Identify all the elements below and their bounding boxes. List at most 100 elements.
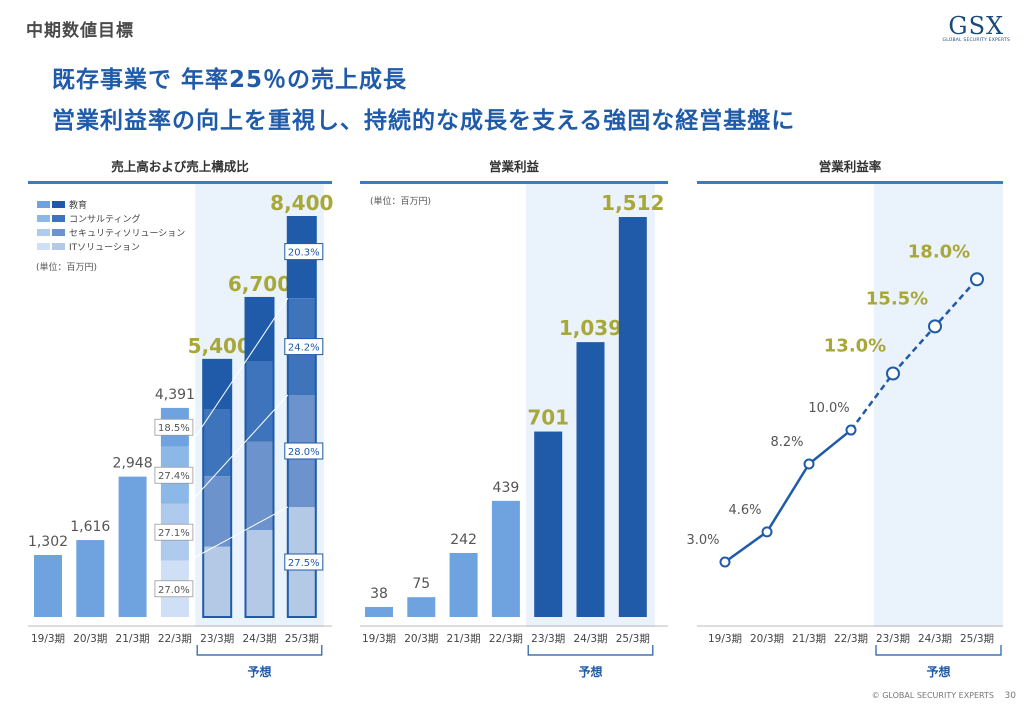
bar-segment: [245, 361, 274, 442]
composition-label: 24.2%: [288, 343, 320, 354]
line-point: [803, 458, 815, 470]
x-tick-label: 19/3期: [708, 633, 742, 645]
chart-header-rule: [697, 181, 1003, 184]
chart-title: 営業利益: [489, 159, 540, 174]
composition-label-box: [154, 418, 194, 436]
composition-label-box: [154, 523, 194, 541]
bar-segment: [245, 441, 274, 531]
x-tick-label: 23/3期: [531, 633, 565, 645]
bar: [34, 555, 62, 617]
bar-segment: [203, 546, 232, 617]
bar: [491, 500, 520, 617]
x-tick-label: 25/3期: [960, 633, 994, 645]
unit-label: (単位：百万円): [36, 261, 97, 273]
x-tick-label: 25/3期: [285, 633, 319, 645]
line-point: [761, 526, 773, 538]
bar-value-label: 5,400: [188, 334, 251, 358]
bar-segment: [203, 359, 232, 410]
bar-outline: [286, 216, 317, 618]
line-point: [719, 556, 731, 568]
composition-label-box: [154, 580, 194, 598]
composition-connector: [188, 297, 289, 447]
x-tick-label: 22/3期: [489, 633, 523, 645]
bar-segment: [245, 530, 274, 617]
bar-segment: [203, 409, 232, 477]
legend-swatch: [37, 229, 50, 236]
bar: [534, 431, 563, 617]
composition-label-box: [154, 466, 194, 484]
forecast-region: [874, 184, 1003, 627]
composition-label: 18.5%: [158, 423, 190, 434]
legend-label: コンサルティング: [69, 213, 140, 225]
x-tick-label: 19/3期: [362, 633, 396, 645]
page-number: 30: [1004, 691, 1016, 701]
forecast-label: 予想: [926, 664, 950, 679]
x-tick-label: 20/3期: [404, 633, 438, 645]
composition-label: 20.3%: [288, 248, 320, 259]
x-tick-label: 21/3期: [116, 633, 150, 645]
bar-value-label: 242: [450, 532, 477, 548]
x-tick-label: 22/3期: [834, 633, 868, 645]
line-point: [886, 366, 900, 381]
composition-label-box: [284, 243, 324, 261]
x-tick-label: 23/3期: [200, 633, 234, 645]
point-value-label: 13.0%: [824, 336, 886, 357]
composition-label: 27.1%: [158, 528, 190, 539]
point-value-label: 10.0%: [808, 401, 849, 416]
bar: [118, 476, 147, 617]
bar-value-label: 1,039: [559, 316, 622, 340]
legend-swatch: [52, 243, 65, 250]
legend-label: ITソリューション: [69, 243, 140, 253]
line-point: [928, 319, 942, 334]
logo-text: GSX: [948, 12, 1005, 40]
bar: [618, 217, 647, 617]
bar-value-label: 1,302: [28, 534, 68, 550]
x-tick-label: 24/3期: [918, 633, 952, 645]
forecast-label: 予想: [578, 664, 602, 679]
legend-swatch: [52, 201, 65, 208]
chart-header-rule: [28, 181, 332, 184]
line-series-forecast: [849, 278, 978, 431]
line-point: [845, 424, 857, 436]
headline-margin: 営業利益率の向上を重視し、持続的な成長を支える強固な経営基盤に: [52, 108, 796, 134]
x-tick-label: 20/3期: [73, 633, 107, 645]
bar: [449, 552, 478, 617]
composition-label: 27.5%: [288, 558, 320, 569]
composition-label: 28.0%: [288, 447, 320, 458]
bar: [576, 342, 605, 617]
chart-header-rule: [360, 181, 668, 184]
unit-label: (単位：百万円): [370, 195, 431, 207]
bar: [365, 606, 393, 617]
composition-label: 27.0%: [158, 585, 190, 596]
bar-value-label: 38: [370, 586, 388, 602]
composition-label-box: [284, 338, 324, 356]
bar-value-label: 439: [493, 480, 520, 496]
forecast-bracket: [875, 645, 1002, 656]
bar-outline: [244, 296, 275, 618]
composition-connector: [188, 506, 289, 561]
composition-label-box: [284, 553, 324, 571]
logo-subtext: GLOBAL SECURITY EXPERTS: [942, 38, 1010, 43]
bar-value-label: 75: [412, 576, 430, 592]
chart-title: 売上高および売上構成比: [111, 159, 249, 174]
line-series-actual: [724, 429, 852, 564]
point-value-label: 3.0%: [686, 533, 719, 548]
bar: [407, 597, 436, 617]
x-tick-label: 22/3期: [158, 633, 192, 645]
footer: © GLOBAL SECURITY EXPERTS 30: [872, 691, 1016, 701]
bar-value-label: 4,391: [155, 387, 195, 403]
legend-label: セキュリティソリューション: [69, 228, 185, 239]
forecast-bracket: [527, 645, 654, 656]
copyright: © GLOBAL SECURITY EXPERTS: [871, 691, 994, 700]
composition-connector: [188, 394, 289, 505]
bar: [76, 540, 105, 617]
x-tick-label: 19/3期: [31, 633, 65, 645]
chart-title: 営業利益率: [819, 159, 882, 174]
point-value-label: 4.6%: [728, 503, 761, 518]
x-tick-label: 21/3期: [792, 633, 826, 645]
legend-swatch: [37, 243, 50, 250]
legend-swatch: [52, 215, 65, 222]
legend-swatch: [52, 229, 65, 236]
point-value-label: 15.5%: [866, 288, 928, 309]
